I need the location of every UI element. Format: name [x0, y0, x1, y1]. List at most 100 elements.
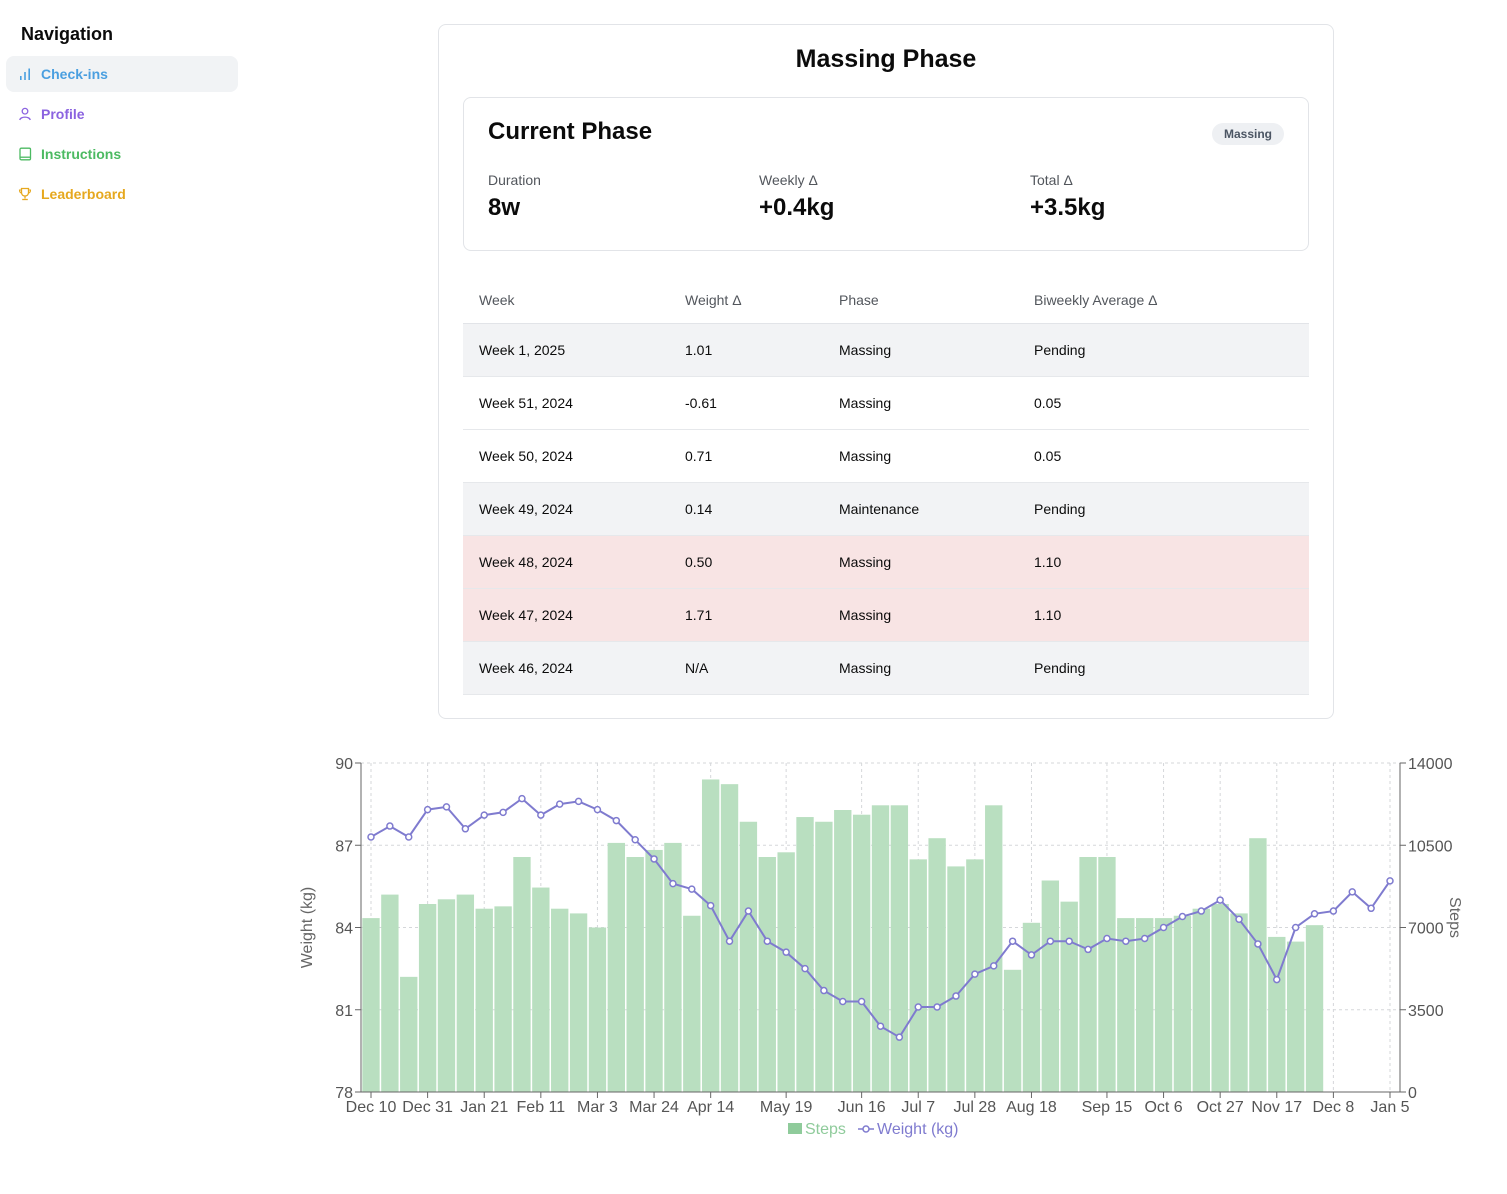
current-phase-title: Current Phase [488, 118, 653, 145]
weight-point [499, 808, 507, 817]
weight-point [1140, 934, 1149, 943]
cell-weight-delta: 0.14 [685, 501, 713, 517]
cell-phase: Massing [839, 342, 892, 358]
cell-weight-delta: -0.61 [685, 395, 717, 411]
weight-point [480, 811, 488, 819]
chart-bar [456, 894, 475, 1092]
chart-bar [1060, 901, 1078, 1092]
y2-tick-label: 3500 [1408, 1003, 1444, 1020]
chart-bar [796, 817, 814, 1092]
cell-phase: Massing [839, 660, 892, 676]
weight-point [1273, 975, 1281, 984]
weight-point [1084, 945, 1092, 954]
weight-point [367, 833, 375, 841]
chart-bar [664, 842, 682, 1092]
weight-point [839, 997, 847, 1006]
weight-point [914, 1003, 922, 1011]
stat-label: Total Δ [1030, 172, 1073, 188]
table-row: Week 46, 2024 N/A Massing Pending [463, 642, 1309, 695]
weight-point [989, 962, 998, 970]
cell-week: Week 49, 2024 [479, 501, 573, 517]
weight-point [952, 992, 960, 1000]
table-row: Week 47, 2024 1.71 Massing 1.10 [463, 589, 1309, 642]
stat-value: 8w [488, 194, 521, 221]
weight-point [386, 822, 394, 830]
chart-bar [588, 927, 607, 1092]
y-tick-label: 90 [335, 756, 353, 773]
phase-card: Massing Phase Current Phase Massing Dura… [438, 24, 1334, 719]
chart-bar [1079, 857, 1097, 1092]
x-tick-label: Jul 7 [901, 1099, 935, 1116]
y2-tick-label: 0 [1408, 1085, 1417, 1102]
weight-point [706, 901, 715, 910]
sidebar-item-leaderboard[interactable]: Leaderboard [6, 176, 238, 212]
table-body: Week 1, 2025 1.01 Massing Pending Week 51, 2… [463, 324, 1309, 695]
weight-point [763, 937, 772, 945]
cell-phase: Massing [839, 448, 892, 464]
weight-point [1291, 923, 1300, 932]
cell-week: Week 46, 2024 [479, 660, 573, 676]
weight-point [820, 986, 828, 995]
weight-point [1122, 937, 1130, 945]
x-tick-label: Mar 3 [577, 1099, 618, 1116]
chart-bar [739, 821, 758, 1092]
cell-weight-delta: 1.71 [685, 607, 713, 623]
stat-weekly: Weekly Δ +0.4kg [759, 172, 834, 222]
sidebar-item-instructions[interactable]: Instructions [6, 136, 238, 172]
legend-marker-weight [862, 1125, 870, 1133]
weight-point [725, 937, 734, 945]
y-tick-label: 78 [335, 1085, 353, 1102]
y2-tick-label: 7000 [1408, 921, 1444, 938]
chart-bar [834, 810, 852, 1092]
x-tick-label: Aug 18 [1006, 1099, 1057, 1116]
sidebar-item-check-ins[interactable]: Check-ins [6, 56, 238, 92]
chart-bar [1041, 880, 1060, 1092]
weight-point [518, 794, 526, 803]
weight-point [1235, 915, 1243, 924]
chart-bar [494, 906, 512, 1092]
chart-bar [871, 805, 890, 1092]
weight-point [461, 825, 470, 833]
chart-bar [1305, 925, 1324, 1092]
x-tick-label: Oct 6 [1144, 1099, 1182, 1116]
x-tick-label: Feb 11 [517, 1099, 566, 1116]
table-row: Week 1, 2025 1.01 Massing Pending [463, 324, 1309, 377]
cell-phase: Maintenance [839, 501, 920, 517]
x-tick-label: Dec 8 [1312, 1099, 1354, 1116]
chart-bar [777, 852, 795, 1092]
table-row: Week 51, 2024 -0.61 Massing 0.05 [463, 377, 1309, 430]
weight-point [876, 1022, 885, 1030]
chart-bar [1286, 941, 1305, 1092]
chart-bar [1211, 904, 1229, 1092]
cell-weight-delta: N/A [685, 660, 709, 676]
sidebar-item-label: Check-ins [41, 66, 108, 82]
sidebar-item-profile[interactable]: Profile [6, 96, 238, 132]
cell-weight-delta: 0.71 [685, 448, 713, 464]
column-header-biweekly-average: Biweekly Average Δ [1034, 292, 1158, 308]
sidebar: Navigation Check-ins Profile Instruction… [6, 20, 238, 216]
chart-bar [381, 894, 399, 1092]
y-axis-label: Weight (kg) [299, 887, 316, 969]
weight-point [933, 1003, 941, 1011]
x-tick-label: Jun 16 [838, 1099, 886, 1116]
stat-value: +0.4kg [759, 194, 835, 221]
x-tick-label: Oct 27 [1197, 1099, 1244, 1116]
cell-biweekly-average: Pending [1034, 501, 1086, 517]
weight-point [650, 855, 658, 863]
user-icon [18, 107, 32, 121]
column-header-weight-delta: Weight Δ [685, 292, 742, 308]
legend-label-steps: Steps [805, 1121, 846, 1138]
chart-bar [947, 866, 965, 1092]
weight-point [1386, 877, 1394, 885]
weight-point [1254, 940, 1262, 948]
x-tick-label: Jul 28 [954, 1099, 997, 1116]
current-phase-box: Current Phase Massing Duration 8w Weekly… [463, 97, 1309, 251]
chart-bar [909, 859, 927, 1092]
cell-biweekly-average: 0.05 [1034, 448, 1062, 464]
weight-point [801, 964, 809, 973]
y-tick-label: 87 [335, 838, 353, 855]
x-tick-label: Apr 14 [687, 1099, 734, 1116]
cell-phase: Massing [839, 607, 892, 623]
weight-point [423, 805, 432, 814]
cell-week: Week 1, 2025 [479, 342, 566, 358]
